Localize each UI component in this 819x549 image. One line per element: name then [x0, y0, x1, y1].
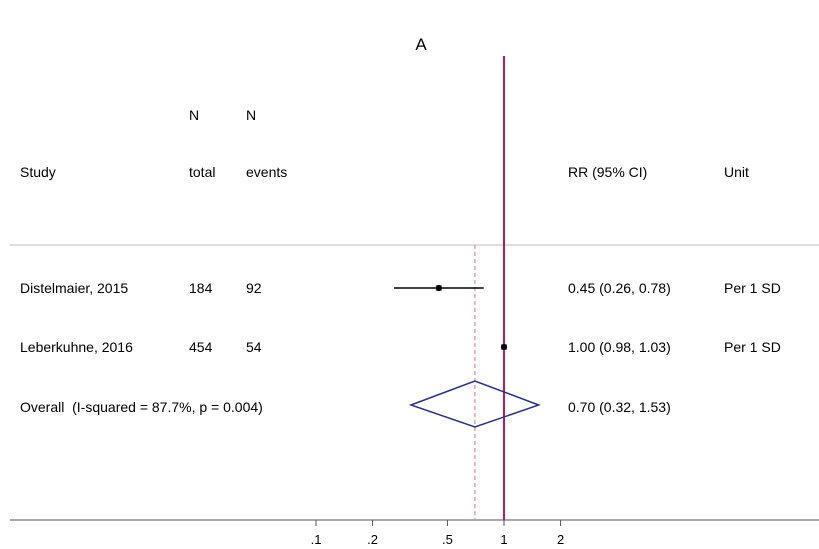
- x-tick-label: 1: [500, 532, 507, 547]
- header-estimate: RR (95% CI): [568, 164, 647, 180]
- overall-diamond: [408, 380, 541, 428]
- study-n-total: 184: [189, 280, 213, 296]
- x-tick-label: .2: [367, 532, 378, 547]
- overall-estimate: 0.70 (0.32, 1.53): [568, 399, 671, 415]
- header-n-total: total: [189, 164, 215, 180]
- header-n-events: events: [246, 164, 287, 180]
- x-tick-label: 2: [557, 532, 564, 547]
- study-estimate: 1.00 (0.98, 1.03): [568, 339, 671, 355]
- header-unit: Unit: [724, 164, 749, 180]
- study-unit: Per 1 SD: [724, 339, 781, 355]
- study-n-total: 454: [189, 339, 213, 355]
- study-n-events: 54: [246, 339, 262, 355]
- study-unit: Per 1 SD: [724, 280, 781, 296]
- study-n-events: 92: [246, 280, 262, 296]
- chart-marks: .1 .2 .5 1 2: [311, 56, 564, 547]
- header-n-events-top: N: [246, 107, 256, 123]
- overall-label: Overall (I-squared = 87.7%, p = 0.004): [20, 399, 263, 415]
- header-study: Study: [20, 164, 56, 180]
- header-n-total-top: N: [189, 107, 199, 123]
- study-name: Leberkuhne, 2016: [20, 339, 133, 355]
- x-tick-label: .1: [311, 532, 322, 547]
- study-name: Distelmaier, 2015: [20, 280, 128, 296]
- study-estimate: 0.45 (0.26, 0.78): [568, 280, 671, 296]
- x-tick-label: .5: [442, 532, 453, 547]
- study-point-estimate: [501, 344, 507, 350]
- chart-title: A: [415, 35, 427, 54]
- study-point-estimate: [435, 285, 442, 291]
